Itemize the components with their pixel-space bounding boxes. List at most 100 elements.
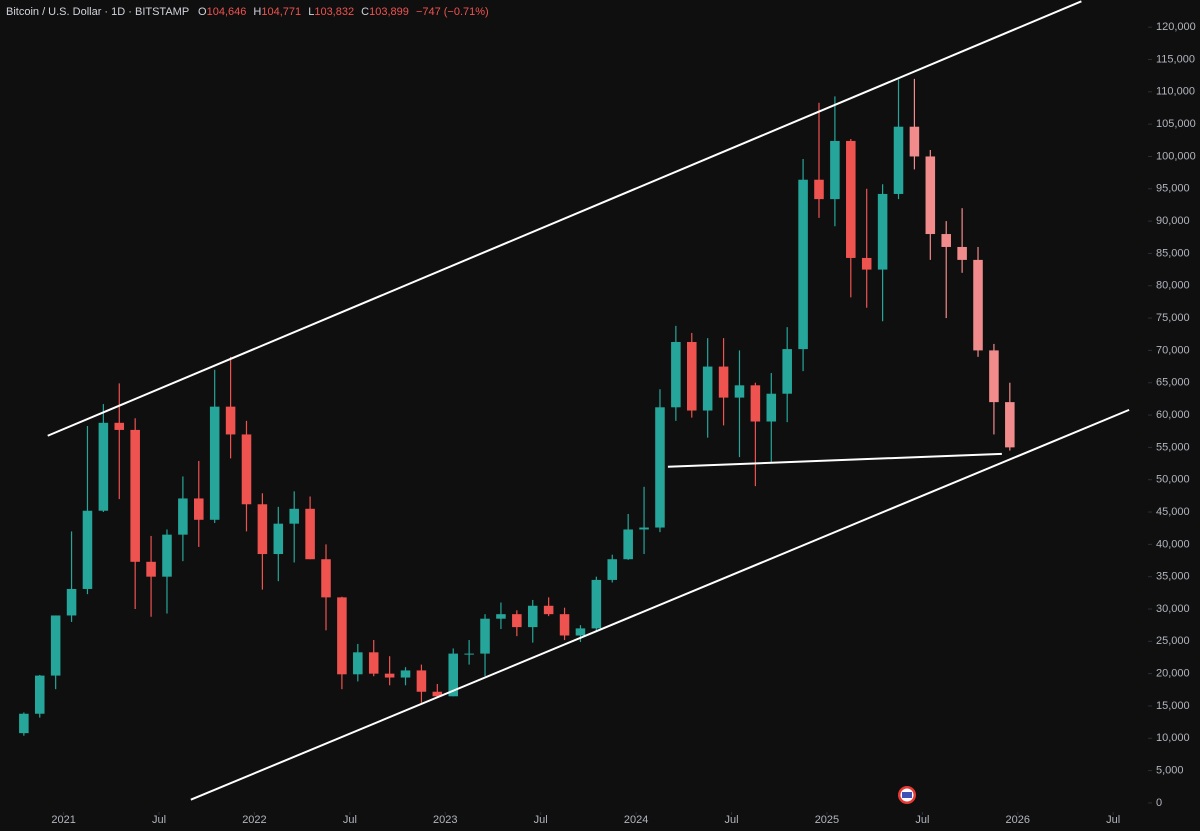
x-tick-label: Jul xyxy=(724,814,738,826)
candle-body xyxy=(575,628,586,636)
y-tick-label: 80,000 xyxy=(1156,280,1190,292)
candle-body xyxy=(19,713,29,734)
low-label: L xyxy=(308,6,314,18)
y-tick-label: 5,000 xyxy=(1156,765,1184,777)
candle-body xyxy=(702,366,713,411)
close-value: 103,899 xyxy=(369,6,409,18)
candle-body xyxy=(162,534,172,577)
x-tick-label: Jul xyxy=(1106,814,1120,826)
y-tick-label: 10,000 xyxy=(1156,732,1190,744)
y-tick-label: 0 xyxy=(1156,797,1162,809)
candle-body xyxy=(480,618,490,654)
x-tick-label: 2022 xyxy=(242,814,266,826)
y-tick-label: 40,000 xyxy=(1156,538,1190,550)
candle-body xyxy=(671,341,681,408)
x-tick-label: 2023 xyxy=(433,814,457,826)
candle-body xyxy=(273,523,284,555)
candle-body xyxy=(353,652,363,675)
chart-header: Bitcoin / U.S. Dollar · 1D · BITSTAMP O1… xyxy=(6,6,489,18)
x-tick-label: Jul xyxy=(343,814,357,826)
candle-body xyxy=(416,670,427,692)
flag-badge[interactable] xyxy=(898,786,916,804)
candle-body xyxy=(305,508,315,560)
candle-body xyxy=(432,691,443,697)
y-tick-label: 25,000 xyxy=(1156,635,1190,647)
x-tick-label: 2025 xyxy=(815,814,839,826)
candle-body xyxy=(130,429,140,562)
badge-flag xyxy=(902,792,912,798)
x-tick-label: Jul xyxy=(915,814,929,826)
candle-body xyxy=(766,393,777,422)
y-tick-label: 110,000 xyxy=(1156,86,1195,98)
candle-body xyxy=(82,510,93,589)
candle-body xyxy=(989,350,999,403)
candle-body xyxy=(464,653,474,655)
candle-body xyxy=(559,614,570,636)
candle-body xyxy=(782,349,792,394)
y-tick-label: 85,000 xyxy=(1156,247,1190,259)
candle-body xyxy=(957,246,967,260)
candle-body xyxy=(607,559,618,580)
candle-body xyxy=(687,341,697,411)
candle-body xyxy=(798,179,808,350)
change-value: −747 (−0.71%) xyxy=(416,6,489,18)
candle-body xyxy=(893,126,904,194)
x-tick-label: Jul xyxy=(534,814,548,826)
candle-body xyxy=(225,406,236,435)
y-tick-label: 20,000 xyxy=(1156,668,1190,680)
candle-body xyxy=(209,406,220,520)
y-tick-label: 75,000 xyxy=(1156,312,1190,324)
y-tick-label: 65,000 xyxy=(1156,377,1190,389)
trend-line xyxy=(667,452,1002,468)
candle-body xyxy=(718,366,729,398)
candle-body xyxy=(384,673,395,678)
candle-body xyxy=(178,498,188,535)
y-tick-label: 95,000 xyxy=(1156,183,1190,195)
candle-body xyxy=(750,385,761,422)
y-tick-label: 105,000 xyxy=(1156,118,1196,130)
candle-body xyxy=(1005,402,1015,448)
x-tick-label: 2026 xyxy=(1006,814,1030,826)
candle-body xyxy=(257,504,268,555)
high-value: 104,771 xyxy=(261,6,301,18)
candle-body xyxy=(623,529,633,560)
close-label: C xyxy=(361,6,369,18)
candle-body xyxy=(289,508,299,524)
candle-body xyxy=(861,257,872,270)
low-value: 103,832 xyxy=(314,6,354,18)
y-tick-label: 90,000 xyxy=(1156,215,1190,227)
candle-body xyxy=(98,422,109,511)
y-tick-label: 60,000 xyxy=(1156,409,1190,421)
y-tick-label: 45,000 xyxy=(1156,506,1190,518)
candle-body xyxy=(830,140,840,200)
y-tick-label: 50,000 xyxy=(1156,474,1190,486)
candle-body xyxy=(146,561,156,577)
candle-body xyxy=(368,652,379,674)
candle-body xyxy=(241,434,252,505)
candle-body xyxy=(194,498,204,520)
candle-body xyxy=(846,140,856,258)
candle-body xyxy=(448,653,458,697)
candle-body xyxy=(639,527,649,530)
candle-body xyxy=(973,259,983,351)
candle-body xyxy=(66,588,77,616)
y-tick-label: 15,000 xyxy=(1156,700,1190,712)
candle-body xyxy=(50,615,61,676)
candle-body xyxy=(496,614,506,619)
x-tick-label: 2024 xyxy=(624,814,648,826)
candle-body xyxy=(114,422,125,430)
candle-body xyxy=(941,234,951,247)
x-tick-label: 2021 xyxy=(51,814,75,826)
open-label: O xyxy=(198,6,207,18)
y-tick-label: 100,000 xyxy=(1156,150,1196,162)
y-tick-label: 115,000 xyxy=(1156,53,1195,65)
candle-body xyxy=(925,156,936,235)
candle-body xyxy=(337,597,347,675)
candle-body xyxy=(591,579,602,629)
candle-body xyxy=(814,179,824,200)
open-value: 104,646 xyxy=(207,6,247,18)
candle-body xyxy=(321,559,331,598)
